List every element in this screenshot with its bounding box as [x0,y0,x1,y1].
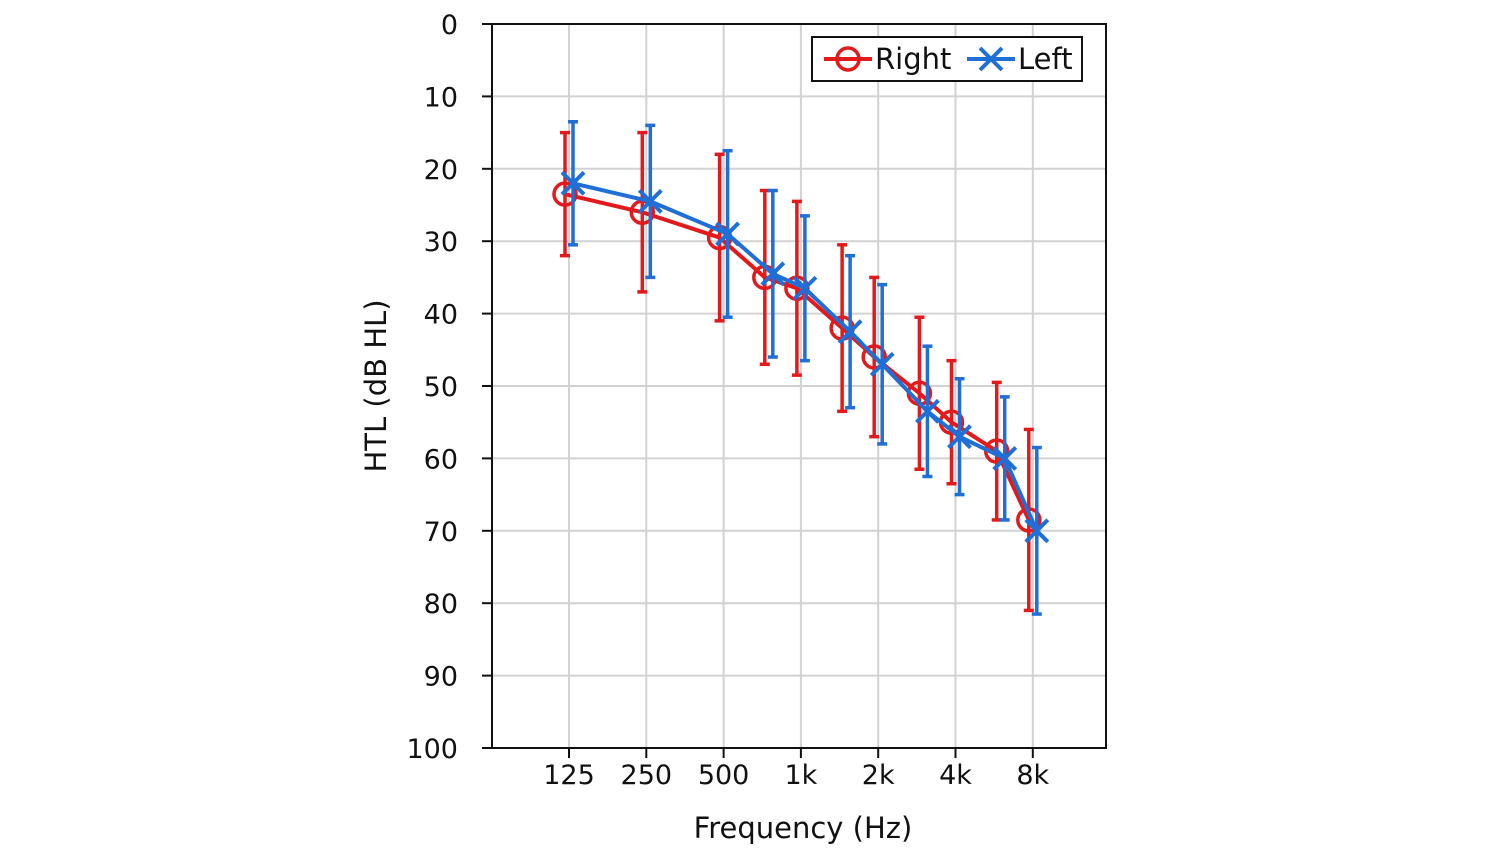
legend-label: Right [875,42,951,76]
left-marker-stroke [637,188,663,214]
y-tick-label: 20 [424,155,458,186]
left-marker-x [915,398,940,424]
series-right [552,130,1042,613]
error-bars-left [568,119,1042,616]
left-marker-x [869,351,895,377]
left-marker-stroke [992,445,1018,471]
x-axis-ticks: 125 250 500 1k 2k 4k 8k [543,748,1050,791]
y-axis-ticks: 0 10 20 30 40 50 60 70 80 90 100 [406,10,492,765]
y-tick-label: 70 [424,517,458,548]
left-marker-stroke [715,221,741,247]
left-marker-x [837,319,863,345]
x-axis-label: Frequency (Hz) [694,811,913,845]
legend-item-left: Left [967,42,1073,76]
y-tick-label: 30 [424,227,458,258]
legend-item-right: Right [824,42,951,76]
x-tick-label: 1k [784,760,817,791]
left-marker-stroke [1024,518,1050,544]
y-tick-label: 100 [406,734,458,765]
left-marker-x [637,188,663,214]
left-marker-stroke [947,424,972,450]
legend-items: Right Left [824,42,1073,76]
left-marker-stroke [869,351,895,377]
error-bars-right [560,130,1034,613]
left-marker-stroke [978,46,1004,72]
plot-frame [491,23,1107,749]
left-marker-stroke [837,319,863,345]
y-tick-label: 80 [424,589,458,620]
y-axis-label: HTL (dB HL) [359,299,393,472]
y-tick-label: 0 [441,10,458,41]
left-marker-stroke [915,398,940,424]
left-marker-x [947,424,972,450]
markers-left [560,170,1050,544]
grid [492,23,1106,749]
right-marker-circle [784,275,810,302]
left-marker-x [1024,518,1050,544]
left-marker-stroke [792,275,818,301]
legend-label: Left [1018,42,1073,76]
series-left [560,119,1050,616]
y-tick-label: 10 [424,82,458,113]
right-marker-circle [835,46,861,72]
y-tick-label: 40 [424,300,458,331]
x-tick-label: 250 [621,760,673,791]
left-marker-x [760,261,786,287]
left-marker-x [978,46,1004,72]
x-tick-label: 500 [698,760,750,791]
y-tick-label: 50 [424,372,458,403]
series-layer [552,119,1050,616]
left-marker-x [792,275,818,301]
x-tick-label: 4k [939,760,972,791]
x-tick-label: 8k [1016,760,1049,791]
x-tick-label: 2k [862,760,895,791]
legend: Right Left [811,36,1083,82]
right-marker-circle [861,344,887,370]
y-tick-label: 90 [424,662,458,693]
x-tick-label: 125 [543,760,595,791]
left-marker-x [992,445,1018,471]
y-tick-label: 60 [424,444,458,475]
left-marker-x [715,221,741,247]
left-marker-x [560,170,586,196]
right-marker-circle [552,181,578,207]
left-marker-stroke [760,261,786,287]
left-marker-stroke [560,170,586,196]
